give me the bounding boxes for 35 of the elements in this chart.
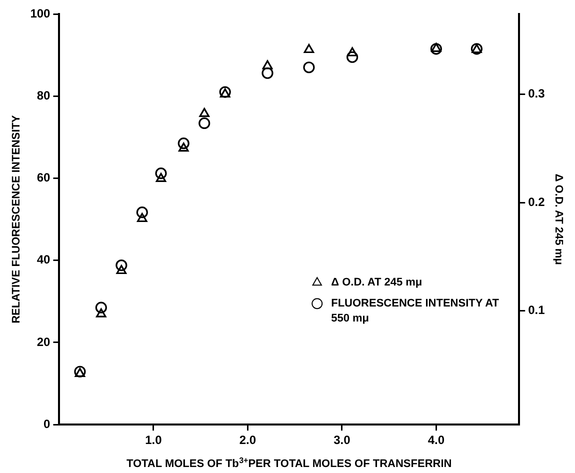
y2-axis-title: Δ O.D. AT 245 mμ <box>552 174 564 265</box>
point <box>262 60 273 70</box>
legend-label: FLUORESCENCE INTENSITY AT 550 mμ <box>331 298 500 325</box>
point <box>262 67 274 79</box>
y-tick-label: 80 <box>36 88 51 102</box>
point <box>303 62 315 74</box>
y2-tick-label: 0.1 <box>528 303 546 318</box>
y2-tick-label: 0.3 <box>528 86 546 100</box>
point <box>137 212 148 222</box>
x-tick-label: 1.0 <box>145 433 162 448</box>
x-tick-label: 2.0 <box>239 433 256 448</box>
point <box>116 259 128 272</box>
point <box>136 206 148 218</box>
point <box>156 172 166 182</box>
point <box>96 308 106 318</box>
y-tick-label: 60 <box>36 170 51 185</box>
point <box>198 117 210 130</box>
y-tick-label: 100 <box>30 6 51 20</box>
y-tick-label: 0 <box>44 416 51 431</box>
point <box>116 264 127 274</box>
point <box>155 168 167 180</box>
y2-tick-label: 0.2 <box>528 194 546 209</box>
point <box>346 51 358 63</box>
y-tick-label: 40 <box>36 252 51 267</box>
point <box>95 302 107 314</box>
legend-label: Δ O.D. AT 245 mμ <box>331 276 422 289</box>
x-tick-label: 3.0 <box>334 433 351 448</box>
y-axis-title: RELATIVE FLUORESCENCE INTENSITY <box>10 114 23 324</box>
y-tick-label: 20 <box>36 334 51 349</box>
point <box>178 142 189 152</box>
point <box>178 138 190 150</box>
point <box>347 47 358 56</box>
point <box>199 108 210 117</box>
point <box>304 44 314 54</box>
x-tick-label: 4.0 <box>428 433 445 448</box>
